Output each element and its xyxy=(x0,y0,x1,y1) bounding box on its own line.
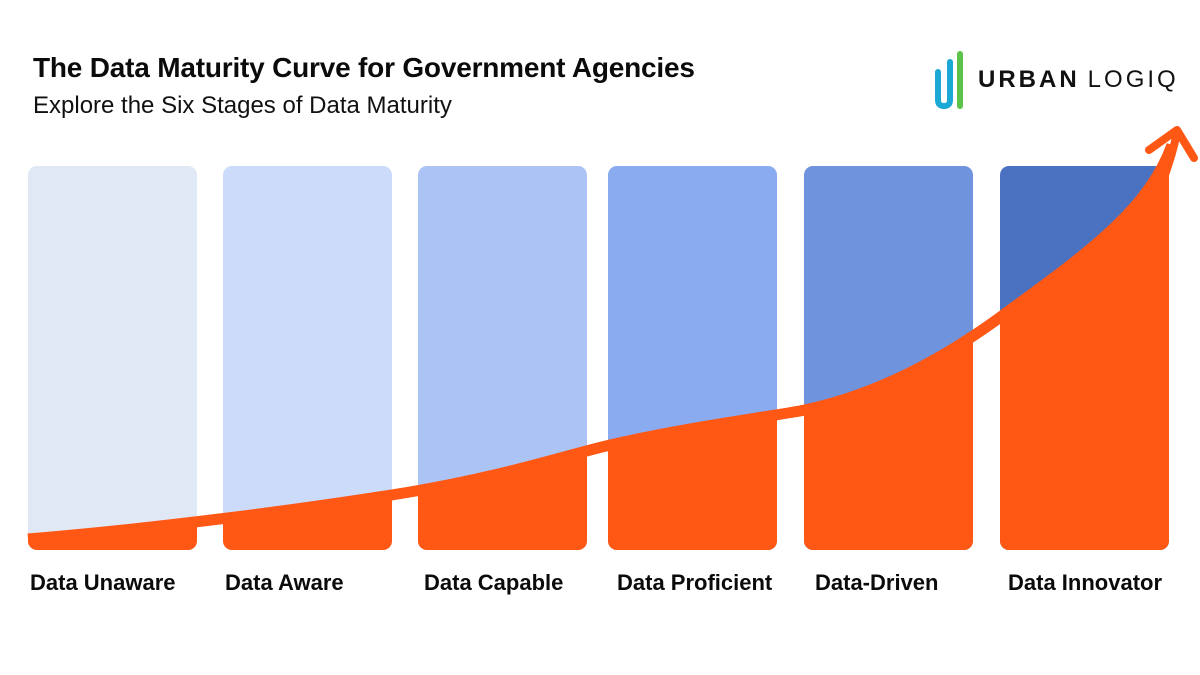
logo-word-logiq: LOGIQ xyxy=(1087,66,1179,93)
urban-logiq-logo: URBAN LOGIQ xyxy=(932,50,1179,110)
arrowhead-icon xyxy=(1145,126,1198,162)
stage-bar-2 xyxy=(223,166,392,550)
stage-label: Data Unaware xyxy=(30,570,176,595)
stage-label: Data Proficient xyxy=(617,570,773,595)
logo-wordmark: URBAN LOGIQ xyxy=(978,66,1179,94)
stage-bar-1 xyxy=(28,166,197,550)
stage-label: Data Aware xyxy=(225,570,344,595)
page-subtitle: Explore the Six Stages of Data Maturity xyxy=(33,92,452,119)
stage-bar-3 xyxy=(418,166,587,550)
urban-logiq-bars-icon xyxy=(935,51,963,110)
stage-label: Data-Driven xyxy=(815,570,938,595)
page-title: The Data Maturity Curve for Government A… xyxy=(33,52,695,83)
logo-word-urban: URBAN xyxy=(978,66,1080,93)
stage-label: Data Capable xyxy=(424,570,563,595)
stage-label: Data Innovator xyxy=(1008,570,1162,595)
maturity-curve-fill xyxy=(28,166,1169,550)
maturity-curve-line xyxy=(27,143,1178,545)
